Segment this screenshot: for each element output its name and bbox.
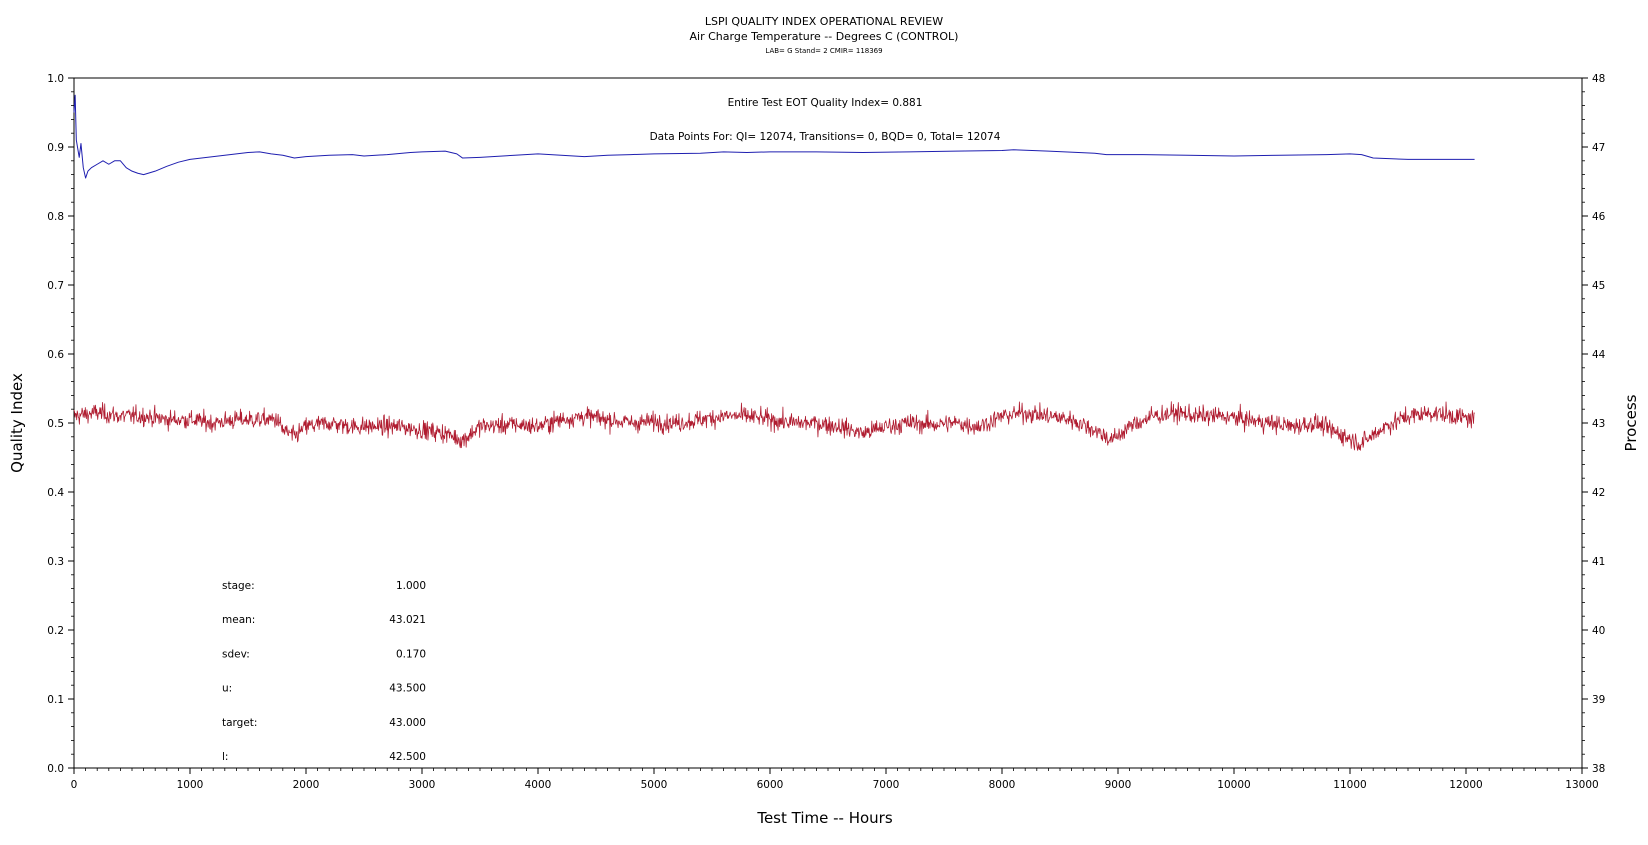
chart-title: LSPI QUALITY INDEX OPERATIONAL REVIEW — [705, 15, 943, 28]
stat-label: target: — [222, 717, 257, 729]
x-axis-label: Test Time -- Hours — [756, 809, 893, 827]
y-left-tick-label: 0.0 — [47, 763, 64, 775]
y-right-tick-label: 47 — [1592, 142, 1605, 154]
y-left-tick-label: 0.1 — [47, 694, 64, 706]
data-points-annotation: Data Points For: QI= 12074, Transitions=… — [650, 131, 1001, 143]
x-tick-label: 12000 — [1449, 779, 1482, 791]
stat-value: 43.021 — [389, 614, 426, 626]
x-tick-label: 13000 — [1565, 779, 1598, 791]
axis-ticks — [68, 77, 1588, 774]
y-left-tick-label: 0.6 — [47, 349, 64, 361]
y-right-tick-label: 46 — [1592, 211, 1606, 223]
stat-value: 1.000 — [396, 580, 426, 592]
process-series-line — [73, 401, 1475, 451]
x-tick-label: 5000 — [641, 779, 668, 791]
x-tick-label: 10000 — [1217, 779, 1250, 791]
y-left-tick-label: 1.0 — [47, 73, 64, 85]
y-left-tick-label: 0.2 — [47, 625, 64, 637]
chart-subtitle: Air Charge Temperature -- Degrees C (CON… — [690, 30, 959, 43]
y-right-tick-label: 44 — [1592, 349, 1606, 361]
y-left-tick-label: 0.8 — [47, 211, 64, 223]
x-tick-label: 1000 — [177, 779, 204, 791]
stat-value: 43.000 — [389, 717, 426, 729]
stat-label: stage: — [222, 580, 255, 592]
y-left-tick-label: 0.5 — [47, 418, 64, 430]
y-right-tick-label: 45 — [1592, 280, 1605, 292]
x-tick-label: 2000 — [293, 779, 320, 791]
stat-label: l: — [222, 751, 228, 763]
x-tick-label: 3000 — [409, 779, 436, 791]
y-right-tick-label: 39 — [1592, 694, 1605, 706]
y-left-tick-label: 0.7 — [47, 280, 64, 292]
y-right-tick-label: 42 — [1592, 487, 1605, 499]
stat-label: sdev: — [222, 648, 250, 660]
y-right-tick-label: 41 — [1592, 556, 1605, 568]
quality-index-series-line — [73, 94, 1475, 179]
stat-label: u: — [222, 683, 232, 695]
stat-label: mean: — [222, 614, 255, 626]
stat-value: 42.500 — [389, 751, 426, 763]
x-tick-label: 9000 — [1105, 779, 1132, 791]
stats-block: stage: 1.000 mean: 43.021 sdev: 0.170 u: 43.500… — [222, 580, 426, 763]
plot-frame — [73, 77, 1583, 769]
y-right-tick-label: 43 — [1592, 418, 1605, 430]
y-axis-label-right: Process — [1622, 394, 1640, 451]
series-layer — [73, 94, 1475, 451]
x-tick-label: 4000 — [525, 779, 552, 791]
stat-value: 43.500 — [389, 683, 426, 695]
x-tick-label: 6000 — [757, 779, 784, 791]
y-right-tick-label: 38 — [1592, 763, 1605, 775]
chart-subtitle-lab: LAB= G Stand= 2 CMIR= 118369 — [765, 47, 882, 55]
y-axis-label-left: Quality Index — [8, 373, 26, 473]
stat-value: 0.170 — [396, 648, 426, 660]
y-right-tick-label: 40 — [1592, 625, 1605, 637]
x-tick-label: 0 — [71, 779, 78, 791]
y-left-tick-label: 0.3 — [47, 556, 64, 568]
quality-index-annotation: Entire Test EOT Quality Index= 0.881 — [728, 97, 923, 109]
axis-tick-labels: 0 1000 2000 3000 4000 5000 6000 7000 8000 9000 100… — [47, 73, 1605, 791]
x-tick-label: 8000 — [989, 779, 1016, 791]
y-left-tick-label: 0.4 — [47, 487, 64, 499]
x-tick-label: 11000 — [1333, 779, 1366, 791]
y-left-tick-label: 0.9 — [47, 142, 64, 154]
y-right-tick-label: 48 — [1592, 73, 1605, 85]
x-tick-label: 7000 — [873, 779, 900, 791]
